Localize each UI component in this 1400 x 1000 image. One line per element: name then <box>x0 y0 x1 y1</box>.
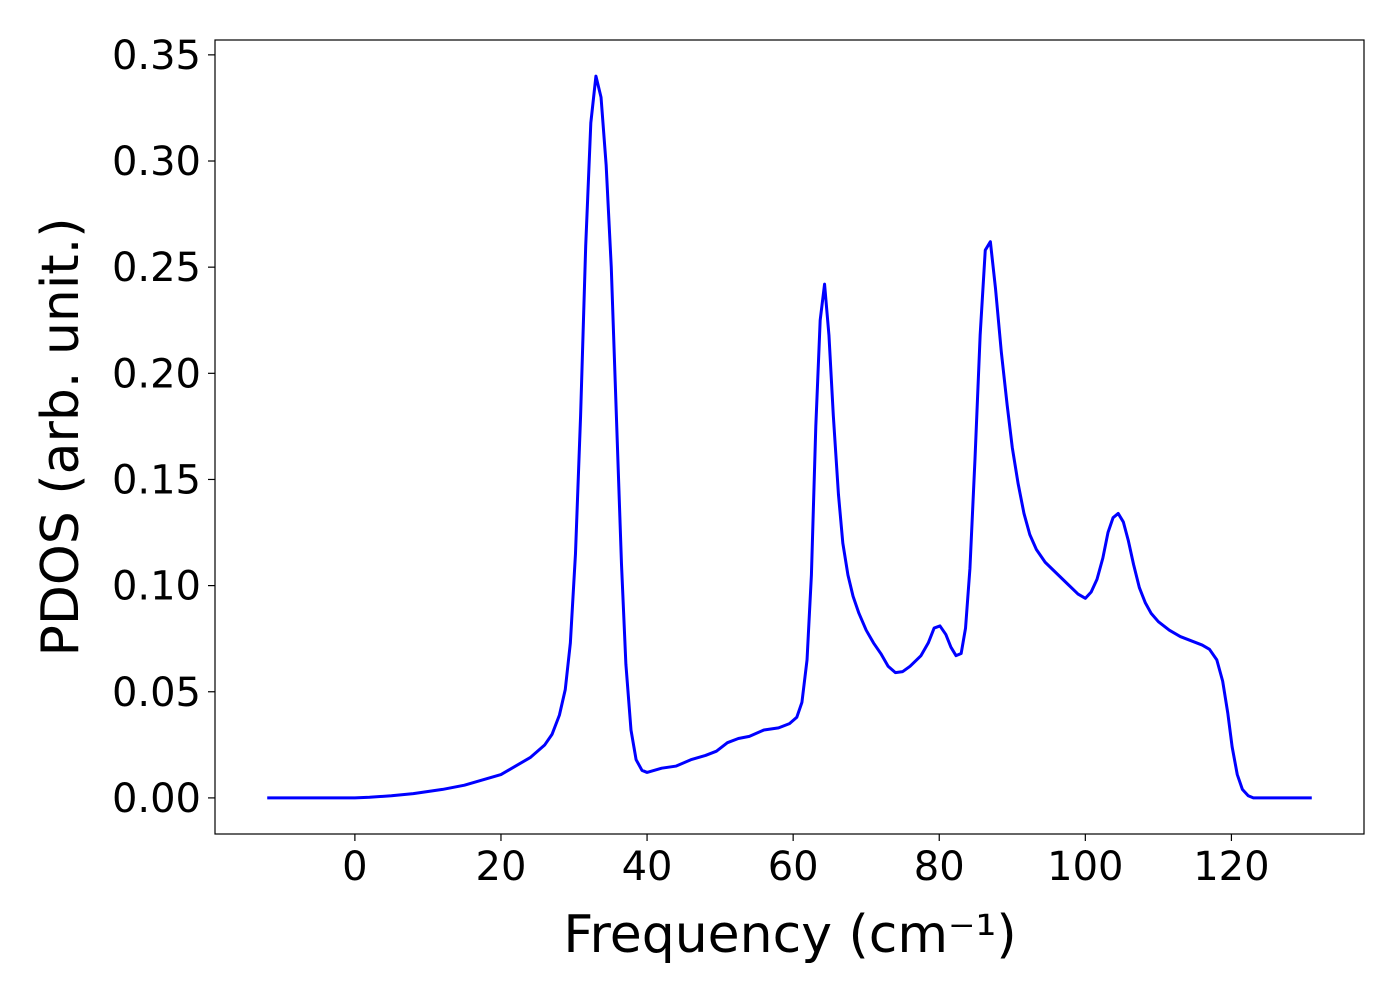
y-tick-label: 0.20 <box>112 351 201 397</box>
y-tick-label: 0.15 <box>112 457 201 503</box>
x-tick-label: 0 <box>342 844 367 890</box>
y-tick-label: 0.10 <box>112 564 201 610</box>
x-tick-label: 80 <box>914 844 965 890</box>
x-tick-label: 20 <box>476 844 527 890</box>
y-tick-label: 0.35 <box>112 33 201 79</box>
y-tick-label: 0.05 <box>112 670 201 716</box>
data-line <box>267 74 1312 800</box>
plot-frame <box>214 39 1365 835</box>
x-tick-label: 60 <box>768 844 819 890</box>
x-tick-label: 120 <box>1193 844 1269 890</box>
y-axis-label: PDOS (arb. unit.) <box>31 217 91 656</box>
x-tick-label: 100 <box>1047 844 1123 890</box>
x-tick-label: 40 <box>622 844 673 890</box>
y-tick-label: 0.30 <box>112 139 201 185</box>
y-tick-label: 0.25 <box>112 245 201 291</box>
y-tick-label: 0.00 <box>112 776 201 822</box>
x-axis-label: Frequency (cm⁻¹) <box>563 905 1016 965</box>
